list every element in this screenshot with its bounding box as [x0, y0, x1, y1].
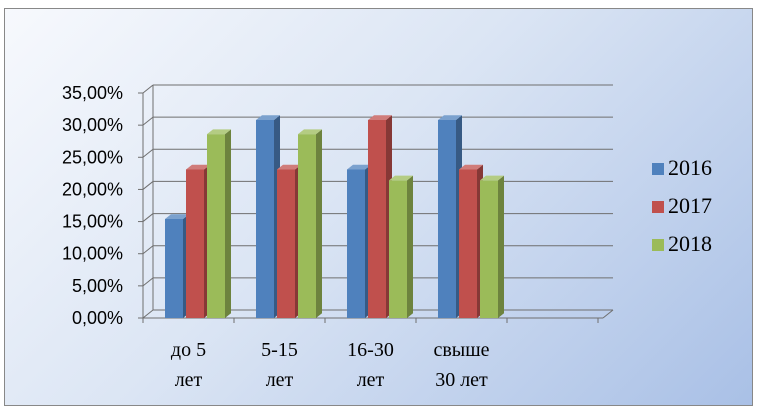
bar-2018-2 [389, 175, 413, 318]
legend-label: 2016 [668, 155, 712, 180]
x-category-label: лет [266, 369, 294, 391]
bar-2017-3 [459, 164, 483, 318]
x-category-label: лет [175, 369, 203, 391]
bar-2017-0 [186, 164, 210, 318]
legend-item-2017: 2017 [652, 193, 712, 218]
bar-2016-0 [165, 214, 189, 318]
y-tick-label: 20,00% [62, 179, 123, 199]
y-tick-label: 15,00% [62, 212, 123, 232]
y-tick-label: 35,00% [62, 83, 123, 103]
legend-swatch [652, 201, 664, 213]
y-tick-label: 30,00% [62, 115, 123, 135]
legend-label: 2018 [668, 231, 712, 256]
bar-2018-0 [207, 129, 231, 318]
y-tick-label: 10,00% [62, 244, 123, 264]
x-category-label: до 5 [171, 339, 206, 361]
bar-2018-1 [298, 129, 322, 318]
y-tick-label: 0,00% [72, 308, 123, 328]
x-category-label: 30 лет [435, 369, 488, 391]
x-category-label: лет [357, 369, 385, 391]
legend-item-2016: 2016 [652, 155, 712, 180]
legend-swatch [652, 163, 664, 175]
bar-2017-2 [368, 115, 392, 318]
bar-2016-2 [347, 164, 371, 318]
bar-2016-3 [438, 115, 462, 318]
bar-2016-1 [256, 115, 280, 318]
floor-edge [602, 309, 614, 319]
bar-2018-3 [480, 175, 504, 318]
x-category-label: 16-30 [347, 339, 394, 361]
y-tick-label: 5,00% [72, 276, 123, 296]
y-tick-label: 25,00% [62, 147, 123, 167]
bar-chart: 0,00% 5,00% 10,00% 15,00% 20,00% 25,00% 30,00%… [62, 83, 712, 391]
legend-swatch [652, 239, 664, 251]
chart-frame: 0,00% 5,00% 10,00% 15,00% 20,00% 25,00% 30,00%… [4, 8, 753, 406]
legend-label: 2017 [668, 193, 712, 218]
x-category-label: 5-15 [261, 339, 298, 361]
bar-2017-1 [277, 164, 301, 318]
legend-item-2018: 2018 [652, 231, 712, 256]
x-category-label: свыше [433, 339, 489, 361]
gridline [142, 84, 613, 94]
